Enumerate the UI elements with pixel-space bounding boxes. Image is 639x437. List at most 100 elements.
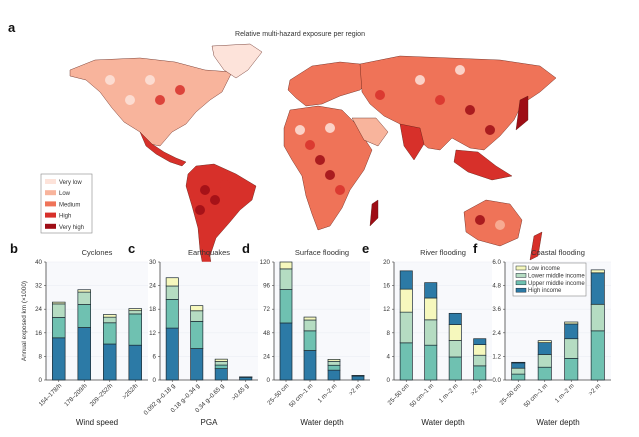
chart-title: River flooding [420, 248, 466, 257]
y-tick-label: 4 [387, 353, 391, 360]
bar-segment-upper-middle [511, 373, 526, 381]
bar-segment-lower-middle [473, 354, 487, 367]
map-texture-20 [455, 65, 465, 75]
map-texture-7 [335, 185, 345, 195]
map-texture-6 [305, 140, 315, 150]
map-legend-swatch-1 [45, 179, 56, 184]
bar-segment-upper-middle [103, 322, 117, 345]
bar-segment-low [103, 314, 117, 318]
map-legend-swatch-3 [45, 201, 56, 207]
map-region-arabia [351, 117, 389, 147]
map-region-se-asia [453, 149, 513, 181]
map-region-greenland [211, 43, 263, 79]
map-texture-14 [175, 85, 185, 95]
bar-segment-high [103, 343, 117, 381]
map-legend-swatch-4 [45, 212, 56, 218]
x-tick-label: >0.65 g [230, 382, 250, 402]
map-legend-label-2: Low [59, 191, 71, 197]
y-tick-label: 3.6 [492, 306, 501, 313]
panel-letter-e: e [362, 241, 369, 256]
map-texture-13 [125, 95, 135, 105]
bar-segment-lower-middle [190, 310, 204, 322]
y-tick-label: 96 [263, 283, 270, 290]
chart-title: Earthquakes [188, 248, 230, 257]
y-tick-label: 0.0 [492, 377, 501, 384]
x-tick-label: 25–50 cm [498, 382, 522, 406]
y-tick-label: 72 [263, 306, 270, 313]
x-tick-label: >252/h [121, 382, 140, 401]
map-region-new-zealand [529, 231, 543, 261]
x-tick-label: 50 cm–1 m [288, 382, 315, 409]
map-texture-12 [155, 95, 165, 105]
y-tick-label: 6 [153, 353, 157, 360]
bar-segment-lower-middle [77, 291, 91, 305]
bar-segment-low [165, 277, 179, 287]
bar-segment-low [303, 316, 317, 321]
income-legend-swatch-low [515, 265, 527, 271]
map-region-india [399, 123, 425, 161]
y-tick-label: 0 [153, 377, 157, 384]
bar-segment-lower-middle [399, 311, 413, 344]
panel-a-map: a Relative multi-hazard exposure per reg… [8, 20, 557, 273]
bar-segment-upper-middle [448, 356, 462, 381]
bar-segment-high [327, 369, 341, 381]
x-tick-label: 1 m–2 m [554, 382, 576, 404]
income-legend-label-lower-middle: Lower middle income [528, 273, 585, 279]
bar-segment-upper-middle [214, 364, 228, 369]
y-tick-label: 24 [35, 306, 42, 313]
bar-segment-upper-middle [52, 317, 66, 339]
map-region-japan [515, 95, 529, 131]
world-map [69, 43, 557, 273]
bar-segment-lower-middle [564, 338, 579, 359]
y-tick-label: 16 [35, 330, 42, 337]
map-texture-0 [200, 185, 210, 195]
bar-segment-lower-middle [214, 361, 228, 366]
bar-segment-high [473, 338, 487, 345]
x-tick-label: 25–50 cm [386, 382, 410, 406]
y-tick-label: 120 [260, 259, 271, 266]
bar-segment-lower-middle [128, 310, 142, 315]
x-axis-label: Wind speed [76, 418, 118, 427]
bar-segment-low [190, 305, 204, 312]
y-tick-label: 12 [149, 330, 156, 337]
y-tick-label: 16 [383, 283, 390, 290]
bar-segment-high [399, 270, 413, 290]
bar-segment-low [77, 289, 91, 293]
map-title: Relative multi-hazard exposure per regio… [235, 31, 365, 38]
y-tick-label: 48 [263, 330, 270, 337]
bar-segment-low [473, 344, 487, 356]
y-tick-label: 32 [35, 283, 42, 290]
panel-letter-a: a [8, 20, 16, 35]
bar-segment-lower-middle [279, 268, 293, 290]
bar-segment-low [537, 340, 552, 343]
bar-segment-high [165, 327, 179, 381]
map-region-europe [287, 61, 373, 107]
income-legend-label-high: High income [528, 288, 562, 294]
x-tick-label: >2 m [348, 382, 363, 397]
bar-segment-upper-middle [590, 330, 605, 381]
x-tick-label: >2 m [587, 382, 602, 397]
bar-segment-low [399, 288, 413, 313]
bar-segment-high [279, 322, 293, 381]
bar-segment-high [537, 342, 552, 355]
y-tick-label: 8 [387, 330, 391, 337]
x-tick-label: 154–178/h [38, 382, 64, 408]
chart-title: Cyclones [82, 248, 113, 257]
map-texture-22 [145, 75, 155, 85]
map-texture-3 [195, 205, 205, 215]
map-legend-swatch-5 [45, 223, 56, 229]
map-legend-label-1: Very low [59, 180, 82, 186]
map-region-central-america [139, 131, 187, 167]
bar-segment-low [214, 358, 228, 362]
bar-segment-high [303, 350, 317, 381]
x-axis-label: PGA [201, 418, 219, 427]
income-legend-swatch-high [515, 287, 527, 293]
bar-segment-high [77, 327, 91, 381]
bar-segment-upper-middle [327, 364, 341, 371]
bar-segment-high [564, 323, 579, 340]
map-texture-5 [325, 170, 335, 180]
map-region-africa [283, 105, 373, 231]
